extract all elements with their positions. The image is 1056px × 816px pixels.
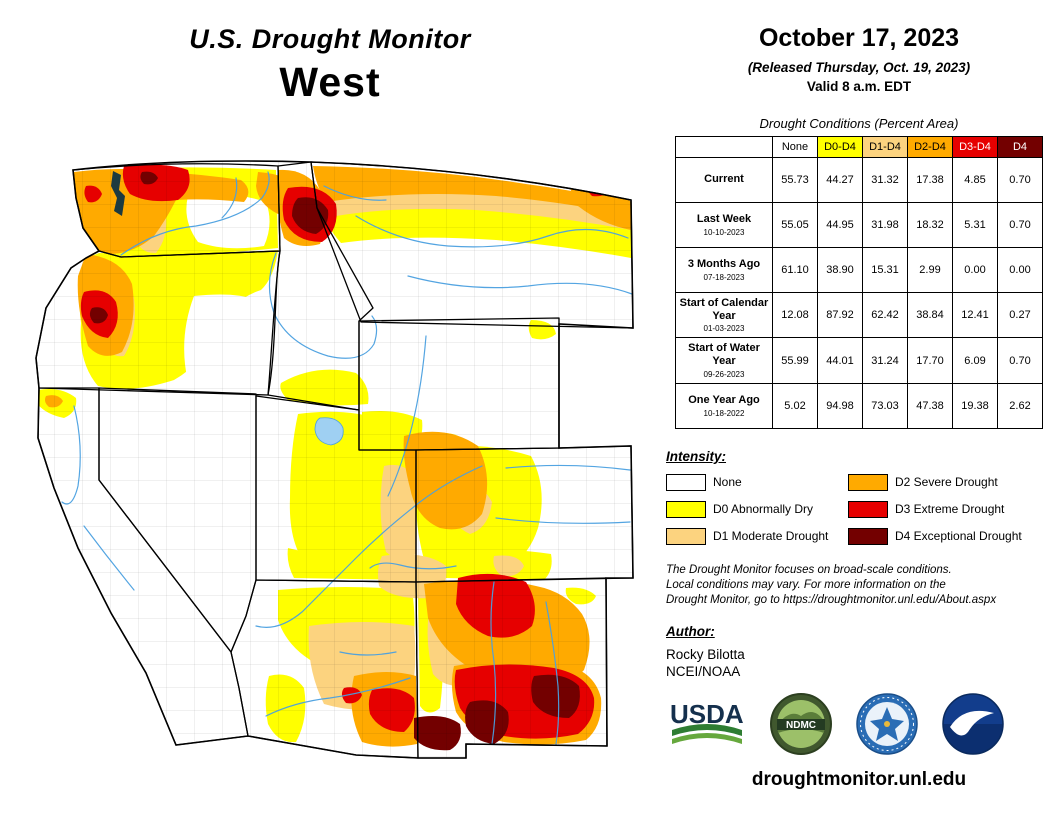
- disclaimer-text: The Drought Monitor focuses on broad-sca…: [666, 563, 997, 607]
- column-header-d3-d4: D3-D4: [952, 136, 998, 158]
- legend-swatch-d3: [848, 500, 888, 518]
- value-cell: 17.38: [907, 157, 953, 203]
- value-cell: 61.10: [772, 247, 818, 293]
- column-header-d0-d4: D0-D4: [817, 136, 863, 158]
- value-cell: 18.32: [907, 202, 953, 248]
- value-cell: 31.98: [862, 202, 908, 248]
- author-heading: Author:: [666, 624, 715, 640]
- noaa-logo: [942, 693, 1004, 756]
- value-cell: 0.27: [997, 291, 1043, 339]
- release-date: (Released Thursday, Oct. 19, 2023): [747, 60, 971, 75]
- value-cell: 15.31: [862, 247, 908, 293]
- value-cell: 62.42: [862, 291, 908, 339]
- column-header-d4: D4: [997, 136, 1043, 158]
- svg-text:NDMC: NDMC: [786, 720, 816, 731]
- row-label: 3 Months Ago 07-18-2023: [675, 247, 773, 293]
- value-cell: 5.31: [952, 202, 998, 248]
- legend-item-none: None: [666, 473, 848, 491]
- legend-heading: Intensity:: [666, 448, 727, 464]
- row-label: One Year Ago 10-18-2022: [675, 382, 773, 429]
- value-cell: 44.95: [817, 202, 863, 248]
- value-cell: 31.24: [862, 337, 908, 384]
- value-cell: 73.03: [862, 382, 908, 429]
- legend-item-d4: D4 Exceptional Drought: [848, 527, 1052, 545]
- value-cell: 94.98: [817, 382, 863, 429]
- value-cell: 4.85: [952, 157, 998, 203]
- column-header-d1-d4: D1-D4: [862, 136, 908, 158]
- author-name: Rocky Bilotta: [666, 647, 745, 663]
- svg-text:USDA: USDA: [670, 699, 744, 729]
- commerce-seal-logo: [856, 693, 918, 756]
- value-cell: 12.41: [952, 291, 998, 339]
- puget-sound: [111, 171, 125, 216]
- column-header-d2-d4: D2-D4: [907, 136, 953, 158]
- intensity-legend: Intensity: None D0 Abnormally Dry D1 Mod…: [666, 449, 1052, 545]
- author-org: NCEI/NOAA: [666, 664, 741, 680]
- valid-time: Valid 8 a.m. EDT: [806, 79, 912, 94]
- table-row-last-week: Last Week 10-10-2023 55.05 44.95 31.98 18…: [675, 202, 1043, 248]
- table-row-one-year-ago: One Year Ago 10-18-2022 5.02 94.98 73.03 …: [675, 382, 1043, 429]
- legend-item-d1: D1 Moderate Drought: [666, 527, 848, 545]
- row-label: Last Week 10-10-2023: [675, 202, 773, 248]
- state-idaho: [267, 161, 374, 411]
- rivers: [61, 171, 633, 745]
- value-cell: 55.99: [772, 337, 818, 384]
- value-cell: 55.05: [772, 202, 818, 248]
- row-label: Start of Calendar Year 01-03-2023: [675, 291, 773, 339]
- legend-swatch-d0: [666, 500, 706, 518]
- table-row-start-calendar-year: Start of Calendar Year 01-03-2023 12.08 8…: [675, 291, 1043, 339]
- ndmc-logo: NDMC: [770, 693, 832, 756]
- legend-swatch-d1: [666, 527, 706, 545]
- value-cell: 31.32: [862, 157, 908, 203]
- value-cell: 55.73: [772, 157, 818, 203]
- table-row-start-water-year: Start of Water Year 09-26-2023 55.99 44.0…: [675, 337, 1043, 384]
- table-row-3-months-ago: 3 Months Ago 07-18-2023 61.10 38.90 15.31…: [675, 247, 1043, 293]
- value-cell: 38.84: [907, 291, 953, 339]
- usda-logo: USDA: [670, 699, 744, 745]
- legend-item-d2: D2 Severe Drought: [848, 473, 1052, 491]
- footer-url: droughtmonitor.unl.edu: [751, 769, 967, 791]
- report-title: U.S. Drought Monitor: [189, 24, 471, 54]
- value-cell: 2.62: [997, 382, 1043, 429]
- legend-swatch-d4: [848, 527, 888, 545]
- title-block: U.S. Drought Monitor West: [0, 24, 660, 106]
- region-outline: [35, 160, 634, 759]
- value-cell: 44.27: [817, 157, 863, 203]
- value-cell: 0.00: [997, 247, 1043, 293]
- value-cell: 0.70: [997, 337, 1043, 384]
- legend-item-d0: D0 Abnormally Dry: [666, 500, 848, 518]
- table-corner-cell: [675, 136, 773, 158]
- info-panel: October 17, 2023 (Released Thursday, Oct…: [666, 24, 1052, 791]
- value-cell: 38.90: [817, 247, 863, 293]
- map-date: October 17, 2023: [758, 24, 960, 52]
- row-label: Current: [675, 157, 773, 203]
- value-cell: 19.38: [952, 382, 998, 429]
- region-title: West: [279, 59, 381, 105]
- value-cell: 47.38: [907, 382, 953, 429]
- value-cell: 5.02: [772, 382, 818, 429]
- legend-item-d3: D3 Extreme Drought: [848, 500, 1052, 518]
- legend-swatch-none: [666, 473, 706, 491]
- row-label: Start of Water Year 09-26-2023: [675, 337, 773, 384]
- value-cell: 2.99: [907, 247, 953, 293]
- value-cell: 0.00: [952, 247, 998, 293]
- value-cell: 12.08: [772, 291, 818, 339]
- table-row-current: Current 55.73 44.27 31.32 17.38 4.85 0.7…: [675, 157, 1043, 203]
- drought-conditions-table: None D0-D4 D1-D4 D2-D4 D3-D4 D4 Current …: [675, 136, 1043, 429]
- value-cell: 6.09: [952, 337, 998, 384]
- value-cell: 0.70: [997, 157, 1043, 203]
- logo-row: USDA NDMC: [666, 693, 1052, 756]
- value-cell: 87.92: [817, 291, 863, 339]
- great-salt-lake: [314, 417, 344, 446]
- table-caption: Drought Conditions (Percent Area): [759, 116, 959, 131]
- drought-map: [35, 160, 634, 759]
- legend-swatch-d2: [848, 473, 888, 491]
- value-cell: 44.01: [817, 337, 863, 384]
- value-cell: 17.70: [907, 337, 953, 384]
- value-cell: 0.70: [997, 202, 1043, 248]
- column-header-none: None: [772, 136, 818, 158]
- table-header-row: None D0-D4 D1-D4 D2-D4 D3-D4 D4: [675, 136, 1043, 158]
